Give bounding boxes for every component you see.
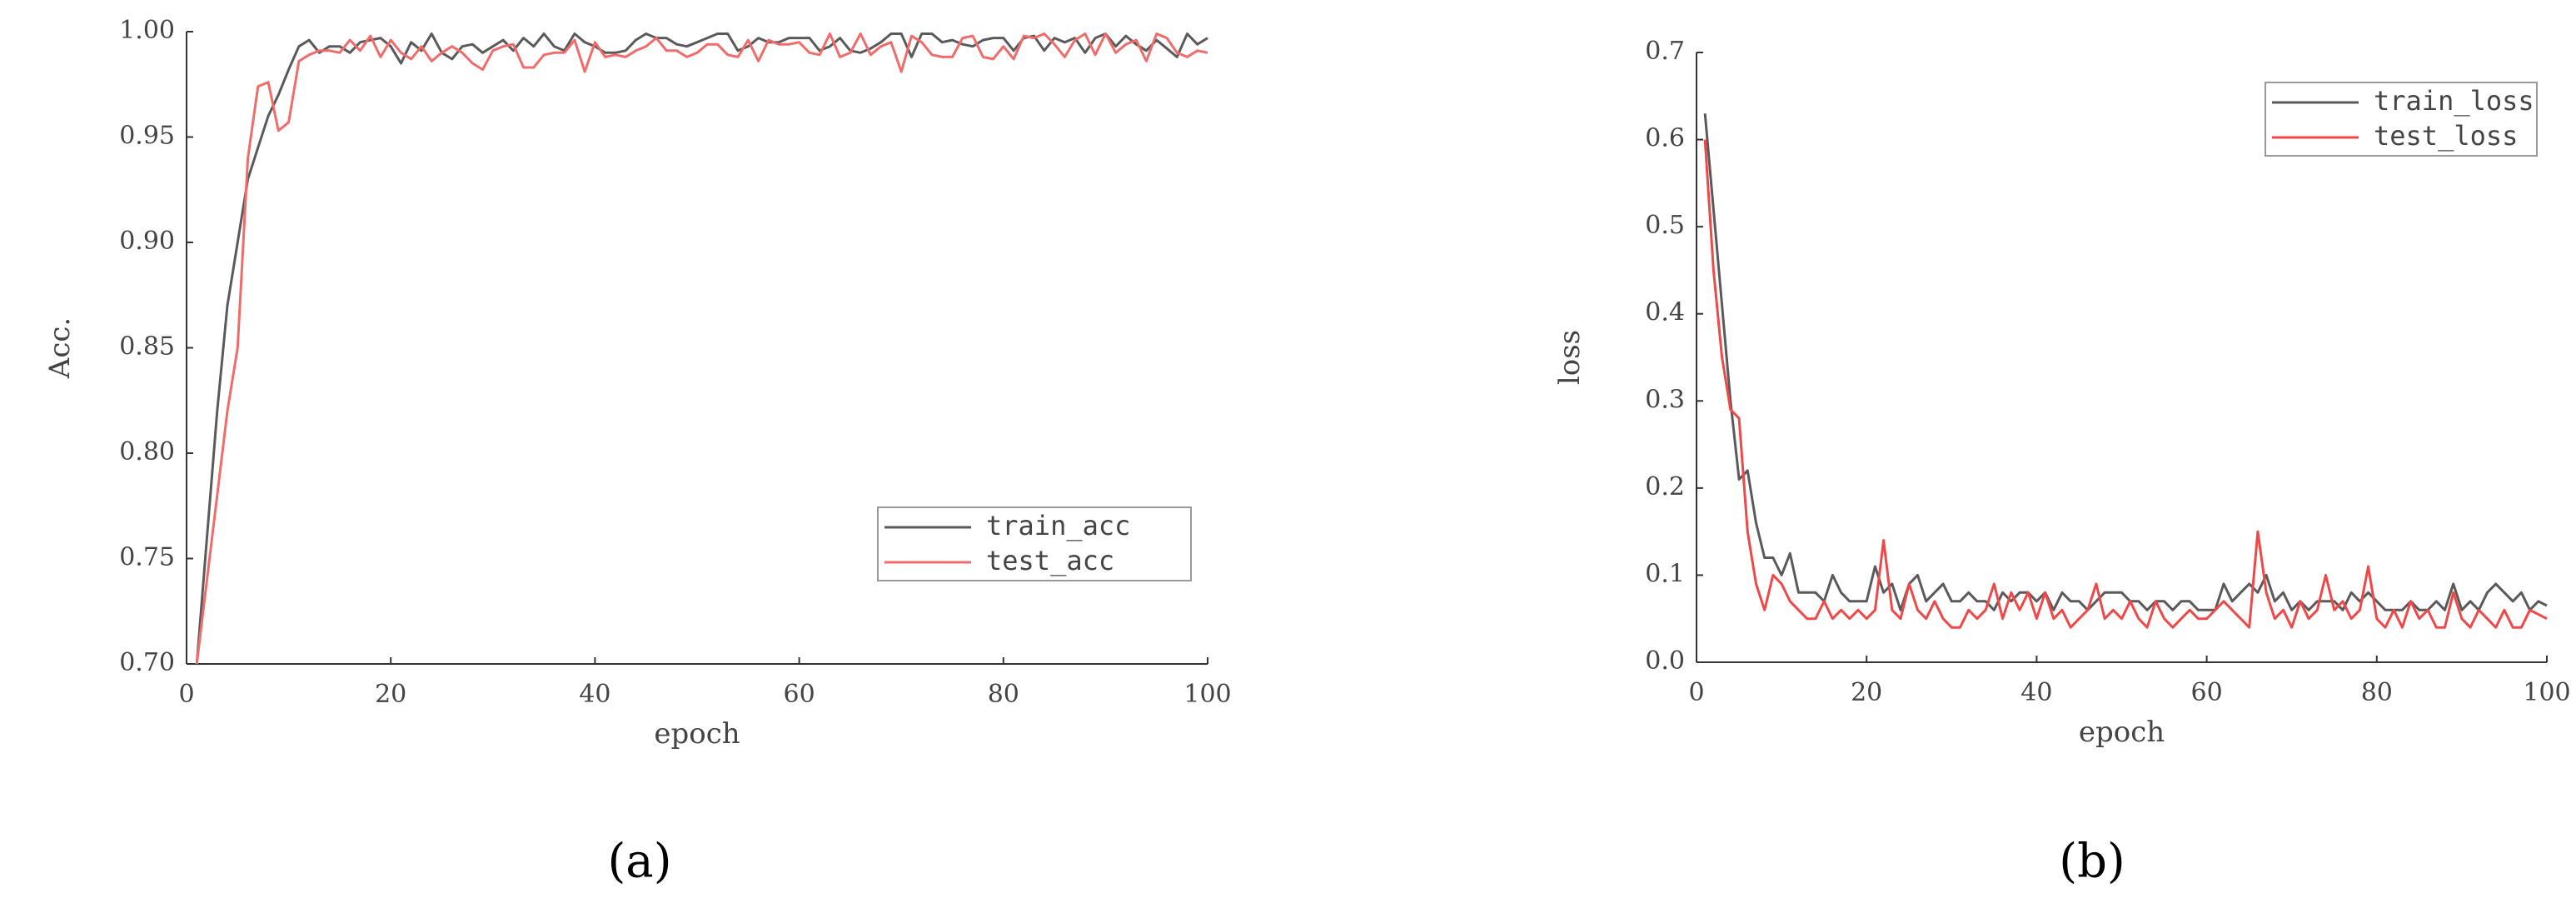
x-tick-label: 100	[2523, 678, 2570, 707]
x-tick-label: 60	[2191, 678, 2223, 707]
y-tick-label: 0.90	[119, 227, 175, 256]
panel-label: (a)	[607, 835, 671, 889]
x-tick-label: 80	[988, 680, 1019, 709]
x-axis-label: epoch	[654, 717, 740, 751]
y-tick-label: 0.95	[119, 122, 175, 151]
legend-label: train_loss	[2374, 85, 2534, 117]
y-tick-label: 1.00	[119, 16, 175, 45]
legend-label: train_acc	[986, 510, 1130, 541]
y-tick-label: 0.1	[1645, 559, 1685, 588]
x-tick-label: 80	[2361, 678, 2393, 707]
y-tick-label: 0.80	[119, 437, 175, 466]
x-tick-label: 0	[1688, 678, 1704, 707]
x-tick-label: 100	[1183, 680, 1231, 709]
y-tick-label: 0.7	[1645, 37, 1685, 66]
y-axis-label: loss	[1553, 330, 1587, 385]
y-tick-label: 0.75	[119, 543, 175, 572]
x-tick-label: 40	[2020, 678, 2052, 707]
data-line	[195, 32, 1208, 665]
legend-label: test_loss	[2374, 120, 2518, 152]
x-tick-label: 40	[579, 680, 610, 709]
legend-box	[2265, 82, 2538, 157]
data-line	[1703, 113, 2548, 611]
y-tick-label: 0.0	[1645, 646, 1685, 676]
y-tick-label: 0.3	[1645, 385, 1685, 414]
x-tick-label: 20	[1851, 678, 1882, 707]
x-tick-label: 20	[375, 680, 406, 709]
legend-label: test_acc	[986, 545, 1114, 576]
y-tick-label: 0.5	[1645, 211, 1685, 240]
legend-box	[877, 506, 1192, 581]
y-tick-label: 0.6	[1645, 124, 1685, 153]
data-line	[1703, 139, 2548, 629]
y-tick-label: 0.4	[1645, 298, 1685, 327]
x-tick-label: 60	[784, 680, 815, 709]
x-axis-label: epoch	[2079, 716, 2165, 749]
y-tick-label: 0.2	[1645, 472, 1685, 501]
x-tick-label: 0	[178, 680, 194, 709]
y-tick-label: 0.70	[119, 648, 175, 677]
y-tick-label: 0.85	[119, 332, 175, 362]
y-axis-label: Acc.	[43, 317, 77, 379]
panel-label: (b)	[2059, 835, 2125, 889]
